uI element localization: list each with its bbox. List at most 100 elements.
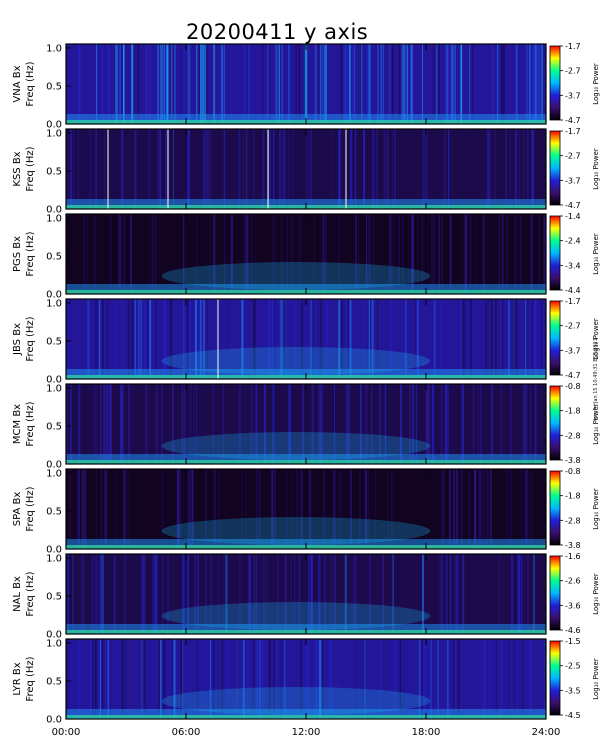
chart-title: 20200411 y axis: [186, 20, 369, 44]
panel-kss: [65, 128, 563, 210]
colorbar-tick-label: -3.7: [565, 91, 581, 100]
y-axis-label: Freq (Hz): [25, 146, 36, 191]
y-tick-label: 0.0: [46, 290, 62, 301]
colorbar: [549, 300, 561, 376]
colorbar: [549, 215, 561, 291]
colorbar-label: Log₁₀ Power: [592, 63, 600, 105]
colorbar-tick-label: -2.6: [565, 577, 581, 586]
x-tick-label: 06:00: [172, 727, 201, 738]
colorbar-tick-label: -1.7: [565, 42, 581, 51]
y-tick-label: 0.0: [46, 120, 62, 131]
x-tick-label: 24:00: [532, 727, 561, 738]
panel-vna: [65, 43, 563, 125]
y-axis-label: Freq (Hz): [25, 316, 36, 361]
spectrogram-area: [66, 554, 546, 634]
colorbar: [549, 555, 561, 631]
colorbar-tick-label: -1.5: [565, 637, 581, 646]
x-tick-label: 12:00: [292, 727, 321, 738]
colorbar-tick-label: -4.4: [565, 286, 581, 295]
y-tick-label: 1.0: [46, 299, 62, 310]
panel-mcm: [65, 383, 563, 465]
y-tick-label: 0.5: [46, 507, 62, 518]
y-tick-label: 0.0: [46, 545, 62, 556]
colorbar-tick-label: -2.7: [565, 322, 581, 331]
colorbar-tick-label: -2.7: [565, 152, 581, 161]
colorbar-label: Log₁₀ Power: [592, 658, 600, 700]
colorbar-label: Log₁₀ Power: [592, 403, 600, 445]
spectrogram-area: [66, 469, 546, 549]
y-tick-label: 0.5: [46, 82, 62, 93]
y-tick-label: 0.5: [46, 337, 62, 348]
station-label: MCM Bx: [12, 404, 23, 444]
generation-note: km Fri Jan 15 10:49:31 EST 2021: [593, 338, 599, 420]
colorbar-tick-label: -4.6: [565, 626, 581, 635]
y-tick-label: 1.0: [46, 639, 62, 650]
station-label: VNA Bx: [12, 65, 23, 102]
colorbar: [549, 130, 561, 206]
colorbar-tick-label: -1.8: [565, 407, 581, 416]
colorbar-tick-label: -3.5: [565, 686, 581, 695]
y-axis-label: Freq (Hz): [25, 401, 36, 446]
y-tick-label: 1.0: [46, 44, 62, 55]
y-tick-label: 0.0: [46, 460, 62, 471]
colorbar-tick-label: -0.8: [565, 382, 581, 391]
y-axis-label: Freq (Hz): [25, 231, 36, 276]
y-tick-label: 0.0: [46, 630, 62, 641]
x-tick-label: 00:00: [52, 727, 81, 738]
panel-nal: [65, 553, 563, 635]
y-tick-label: 0.0: [46, 375, 62, 386]
colorbar: [549, 470, 561, 546]
colorbar: [549, 385, 561, 461]
station-label: JBS Bx: [12, 323, 23, 356]
spectrogram-area: [66, 129, 546, 209]
colorbar-tick-label: -1.6: [565, 552, 581, 561]
colorbar: [549, 45, 561, 121]
colorbar-label: Log₁₀ Power: [592, 233, 600, 275]
panel-pgs: [65, 213, 563, 295]
station-label: PGS Bx: [12, 236, 23, 272]
colorbar-label: Log₁₀ Power: [592, 148, 600, 190]
panel-jbs: [65, 298, 563, 380]
colorbar-label: Log₁₀ Power: [592, 573, 600, 615]
panel-lyr: [65, 638, 563, 720]
spectrogram-area: [66, 639, 546, 719]
y-axis-label: Freq (Hz): [25, 656, 36, 701]
colorbar-tick-label: -2.8: [565, 431, 581, 440]
colorbar-tick-label: -1.8: [565, 492, 581, 501]
colorbar-tick-label: -4.7: [565, 116, 581, 125]
y-tick-label: 0.5: [46, 677, 62, 688]
station-label: NAL Bx: [12, 576, 23, 612]
y-tick-label: 1.0: [46, 129, 62, 140]
colorbar-tick-label: -3.8: [565, 541, 581, 550]
colorbar-tick-label: -3.8: [565, 456, 581, 465]
y-tick-label: 0.5: [46, 167, 62, 178]
y-tick-label: 0.5: [46, 422, 62, 433]
station-label: SPA Bx: [12, 492, 23, 527]
station-label: KSS Bx: [12, 151, 23, 186]
y-tick-label: 0.5: [46, 592, 62, 603]
y-axis-label: Freq (Hz): [25, 61, 36, 106]
y-tick-label: 1.0: [46, 214, 62, 225]
y-axis-label: Freq (Hz): [25, 486, 36, 531]
colorbar-tick-label: -4.5: [565, 711, 581, 720]
y-tick-label: 0.5: [46, 252, 62, 263]
colorbar-tick-label: -4.7: [565, 371, 581, 380]
spectrogram-area: [66, 299, 546, 379]
y-axis-label: Freq (Hz): [25, 571, 36, 616]
y-tick-label: 1.0: [46, 554, 62, 565]
colorbar-tick-label: -3.4: [565, 261, 581, 270]
colorbar-tick-label: -2.5: [565, 662, 581, 671]
colorbar-tick-label: -3.7: [565, 176, 581, 185]
colorbar-tick-label: -1.4: [565, 212, 581, 221]
colorbar-tick-label: -3.7: [565, 346, 581, 355]
x-tick-label: 18:00: [412, 727, 441, 738]
colorbar-tick-label: -0.8: [565, 467, 581, 476]
colorbar-tick-label: -2.8: [565, 516, 581, 525]
colorbar-label: Log₁₀ Power: [592, 318, 600, 360]
y-tick-label: 1.0: [46, 384, 62, 395]
colorbar-tick-label: -1.7: [565, 127, 581, 136]
colorbar-tick-label: -3.6: [565, 601, 581, 610]
colorbar: [549, 640, 561, 716]
